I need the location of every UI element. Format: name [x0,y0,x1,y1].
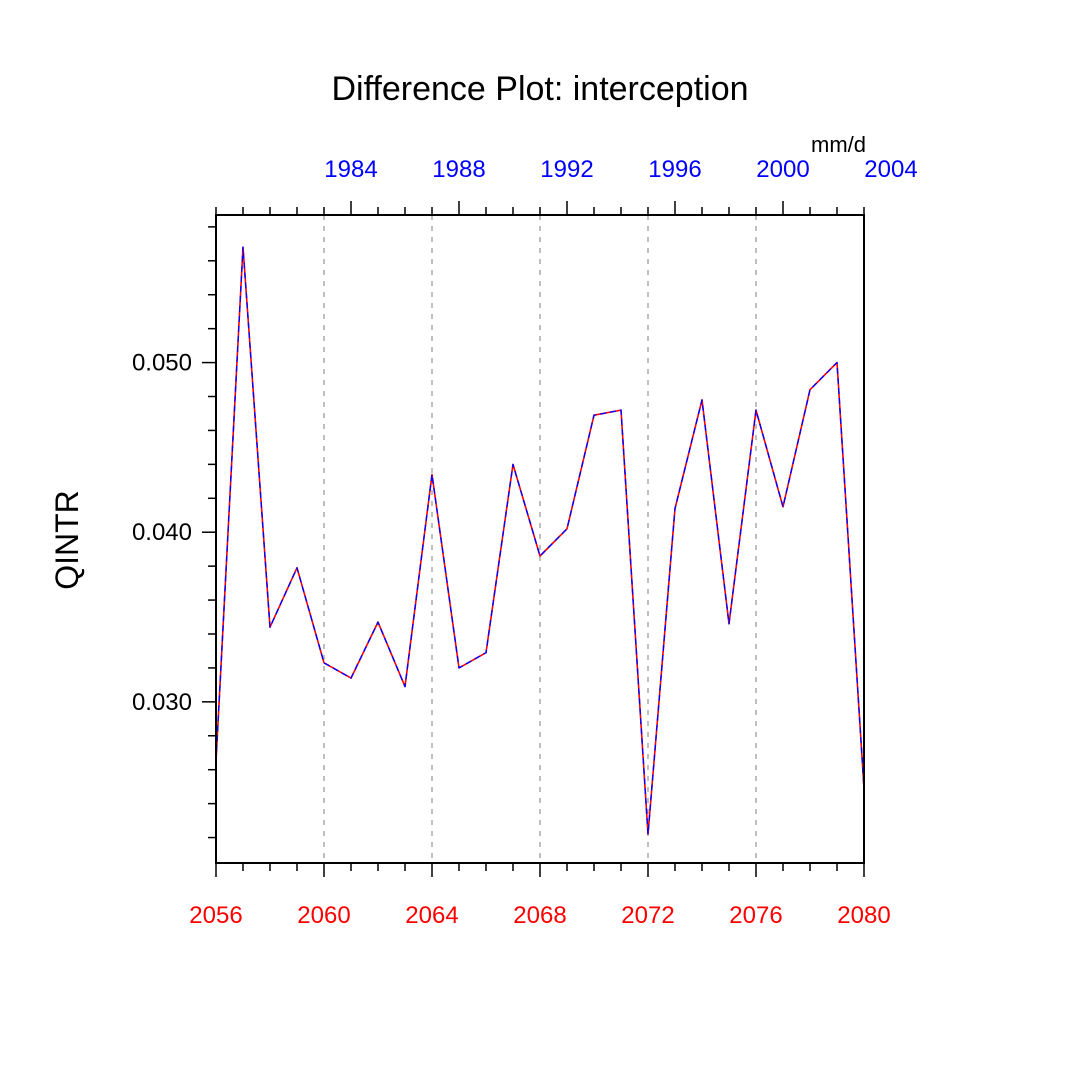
x-top-tick-label-2: 1992 [540,156,593,183]
x-top-tick-label-4: 2000 [756,156,809,183]
tick-labels: 0.030 0.040 0.050 2056 2060 2064 2068 2072 2076 2… [132,156,918,929]
y-axis-label: QINTR [49,490,85,590]
axis-ticks [202,201,865,877]
data-series [215,246,865,836]
series-line-1 [215,246,865,835]
x-bottom-tick-label-6: 2080 [837,902,890,929]
y-tick-label-2: 0.050 [132,350,192,377]
x-top-tick-label-0: 1984 [324,156,377,183]
x-top-tick-label-3: 1996 [648,156,701,183]
chart-title: Difference Plot: interception [331,70,748,108]
gridlines [323,215,757,863]
x-bottom-tick-label-0: 2056 [189,902,242,929]
x-bottom-tick-label-1: 2060 [297,902,350,929]
x-bottom-tick-label-5: 2076 [729,902,782,929]
y-tick-label-0: 0.030 [132,689,192,716]
x-bottom-tick-label-2: 2064 [405,902,458,929]
x-bottom-tick-label-4: 2072 [621,902,674,929]
x-top-tick-label-5: 2004 [864,156,917,183]
x-top-tick-label-1: 1988 [432,156,485,183]
units-label: mm/d [811,132,866,157]
x-bottom-tick-label-3: 2068 [513,902,566,929]
y-tick-label-1: 0.040 [132,519,192,546]
